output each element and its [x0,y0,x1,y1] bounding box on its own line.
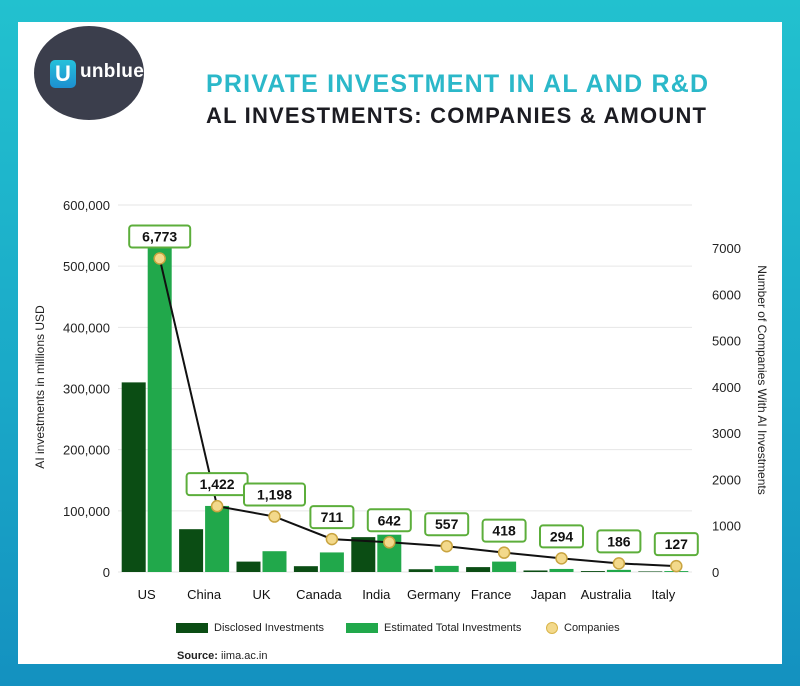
bar-estimated [492,561,517,572]
data-label: 127 [665,536,689,552]
y-tick-label: 500,000 [63,259,110,274]
companies-line-path [158,258,677,568]
companies-point [555,552,568,565]
legend-item-estimated: Estimated Total Investments [346,622,521,634]
data-label-box [653,532,699,557]
chart-subtitle: AL INVESTMENTS: COMPANIES & AMOUNT [206,103,708,128]
chart-title: PRIVATE INVESTMENT IN AL AND R&D [206,70,710,98]
source-value: iima.ac.in [221,650,268,662]
companies-point [268,510,281,523]
companies-line: 6,773 1,422 1,198 711 642 557 418 294 186 127 [128,224,699,573]
legend-label: Estimated Total Investments [384,622,522,634]
legend-swatch-disclosed [176,623,208,634]
companies-point [210,499,224,513]
x-tick-label: US [138,587,156,602]
bar-estimated [205,505,230,572]
data-label: 6,773 [142,229,177,245]
data-label-box [596,529,642,554]
x-tick-label: Canada [296,587,342,602]
data-label: 294 [550,528,574,544]
data-label-box [309,505,355,530]
bar-estimated [606,569,631,572]
y2-tick-label: 5000 [712,334,741,349]
data-label: 642 [378,512,402,528]
bar-disclosed [351,537,376,572]
x-tick-label: UK [252,587,270,602]
y2-tick-label: 7000 [712,241,741,256]
source-label: Source: [177,650,218,662]
companies-point [670,559,683,573]
data-label: 1,198 [257,487,292,503]
source-note: Source: iima.ac.in [177,650,268,662]
bar-disclosed [121,382,146,572]
legend-marker-companies [546,622,558,635]
legend-swatch-estimated [346,623,378,634]
data-label: 418 [492,523,516,539]
bars [121,247,689,573]
y-tick-label: 600,000 [63,198,110,213]
y2-tick-label: 3000 [712,426,741,441]
companies-point [153,252,166,265]
data-label-box [243,482,306,507]
companies-point [497,546,511,559]
legend-label: Companies [564,622,620,634]
y-tick-label: 300,000 [63,382,110,397]
bar-disclosed [523,570,548,572]
axes: 0 100,000 200,000 300,000 400,000 500,000 600,… [63,198,741,602]
y2-tick-label: 4000 [712,380,741,395]
bar-disclosed [638,571,663,572]
y2-tick-label: 6000 [712,287,741,302]
y-tick-label: 400,000 [63,320,110,335]
data-label-box [481,518,527,543]
logo-u-icon: U [50,60,76,88]
bar-disclosed [580,571,605,572]
y-axis-label: AI investments in millions USD [33,305,47,469]
data-label: 186 [607,533,631,549]
bar-estimated [434,565,459,572]
companies-point [325,532,339,546]
data-label: 1,422 [200,476,235,492]
companies-point [612,557,626,570]
y2-tick-label: 2000 [712,472,741,487]
legend-item-disclosed: Disclosed Investments [176,622,324,634]
bar-estimated [549,568,574,572]
x-tick-label: Germany [407,587,461,602]
x-tick-label: France [471,587,511,602]
data-label-box [128,224,192,249]
x-tick-label: Japan [531,587,566,602]
bar-disclosed [466,567,491,572]
y2-axis-label: Number of Companies With AI Investments [755,265,769,494]
data-label: 557 [435,516,459,532]
x-tick-label: Australia [581,587,632,602]
legend-item-companies: Companies [546,622,620,635]
y-tick-label: 200,000 [63,443,110,458]
legend-label: Disclosed Investments [214,622,325,634]
bar-estimated [319,552,344,572]
logo-text: unblue [80,61,145,82]
bar-estimated [147,247,172,573]
bar-estimated [262,551,287,572]
data-label-box [424,512,470,537]
data-label-box [539,524,584,549]
data-label-box [366,508,412,533]
bar-disclosed [293,566,318,572]
bar-disclosed [408,569,433,572]
data-label: 711 [321,509,344,525]
companies-point [383,536,396,549]
y2-tick-label: 1000 [712,519,741,534]
y-tick-label: 100,000 [63,504,110,519]
x-tick-label: Italy [651,587,675,602]
y2-tick-label: 0 [712,565,719,580]
companies-point [440,539,453,553]
x-tick-label: India [362,587,391,602]
bar-disclosed [236,561,261,572]
y-tick-label: 0 [103,565,110,580]
bar-disclosed [179,529,204,572]
gridlines [118,204,692,573]
x-tick-label: China [187,587,222,602]
